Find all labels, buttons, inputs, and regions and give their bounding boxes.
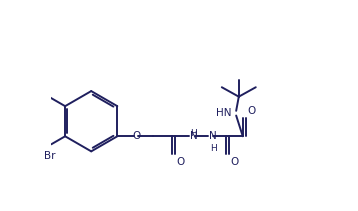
Text: Br: Br [44, 151, 56, 161]
Text: O: O [231, 157, 239, 167]
Text: HN: HN [216, 108, 232, 118]
Text: H: H [190, 129, 197, 138]
Text: O: O [247, 106, 256, 116]
Text: O: O [132, 131, 141, 141]
Text: N: N [209, 131, 217, 141]
Text: H: H [210, 144, 217, 153]
Text: N: N [190, 131, 198, 141]
Text: O: O [177, 157, 185, 167]
